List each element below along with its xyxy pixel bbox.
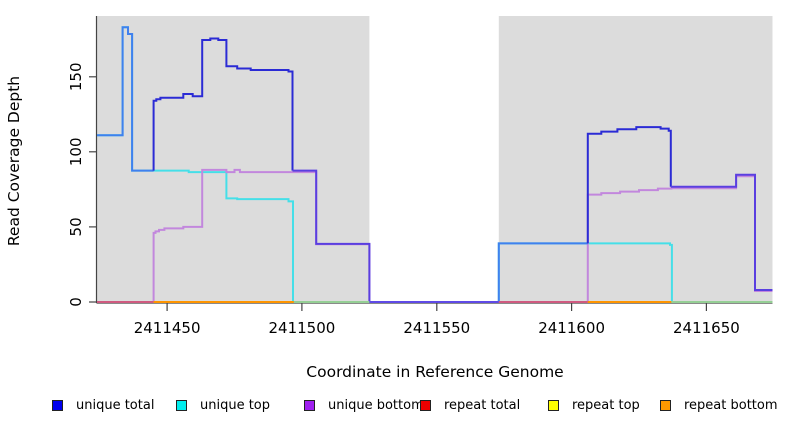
y-tick-label: 100 — [67, 137, 85, 166]
x-tick-label: 2411450 — [134, 319, 201, 337]
x-tick-label: 2411650 — [673, 319, 740, 337]
legend-label-unique-total: unique total — [76, 397, 155, 413]
mappable-region-panel — [498, 16, 773, 303]
y-tick-label: 50 — [67, 217, 85, 236]
x-tick-label: 2411600 — [538, 319, 605, 337]
legend-swatch-repeat-bottom — [660, 399, 671, 411]
legend-item-repeat-top: repeat top — [548, 396, 640, 414]
y-tick-label: 150 — [67, 62, 85, 91]
x-tick-label: 2411550 — [403, 319, 470, 337]
x-tick-label: 2411500 — [268, 319, 335, 337]
legend-item-unique-total: unique total — [52, 396, 154, 414]
y-axis-label: Read Coverage Depth — [5, 75, 23, 247]
legend-label-repeat-total: repeat total — [444, 397, 521, 413]
legend-label-unique-bottom: unique bottom — [328, 397, 424, 413]
chart-legend: unique total unique top unique bottom repea… — [0, 396, 792, 418]
x-axis-label: Coordinate in Reference Genome — [306, 363, 564, 381]
legend-label-repeat-bottom: repeat bottom — [684, 397, 778, 413]
legend-swatch-unique-total — [52, 399, 63, 411]
legend-label-repeat-top: repeat top — [572, 397, 640, 413]
legend-label-unique-top: unique top — [200, 397, 271, 413]
legend-swatch-unique-top — [176, 399, 187, 411]
legend-swatch-unique-bottom — [304, 399, 315, 411]
y-tick-label: 0 — [67, 297, 85, 307]
mappable-region-panel — [97, 16, 370, 303]
legend-item-unique-top: unique top — [176, 396, 270, 414]
legend-swatch-repeat-total — [420, 399, 431, 411]
legend-item-repeat-total: repeat total — [420, 396, 520, 414]
legend-swatch-repeat-top — [548, 399, 559, 411]
legend-item-unique-bottom: unique bottom — [304, 396, 424, 414]
y-axis: 0 50 100 150 — [67, 16, 98, 307]
x-axis: 2411450 2411500 2411550 2411600 2411650 — [96, 302, 773, 337]
legend-item-repeat-bottom: repeat bottom — [660, 396, 778, 414]
